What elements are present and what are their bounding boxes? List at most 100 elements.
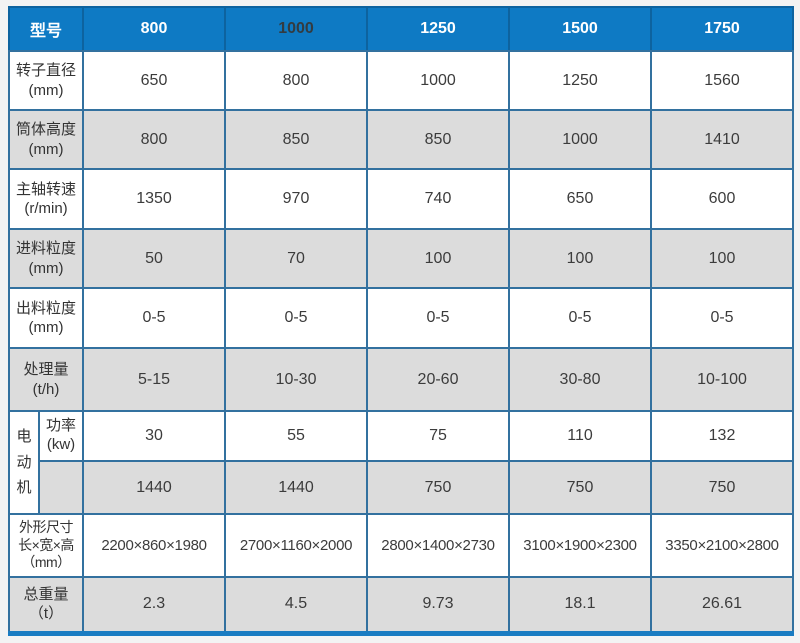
row-label-dimensions: 外形尺寸 长×宽×高 （mm） [7, 513, 85, 578]
dims-label-line2: 长×宽×高 [18, 536, 74, 553]
spec-cell: 100 [366, 228, 511, 289]
row-label-rotor-diameter: 转子直径 (mm) [7, 50, 85, 111]
row-spindle-speed: 主轴转速 (r/min) 1350 970 740 650 600 [7, 168, 795, 230]
row-label-discharge-size: 出料粒度 (mm) [7, 287, 85, 349]
row-capacity: 处理量 (t/h) 5-15 10-30 20-60 30-80 10-100 [7, 347, 795, 412]
row-label-unit: (mm) [28, 140, 64, 158]
spec-cell: 850 [224, 109, 369, 170]
row-body-height: 筒体高度 (mm) 800 850 850 1000 1410 [7, 109, 795, 170]
spec-cell: 800 [82, 109, 227, 170]
spec-cell: 600 [650, 168, 795, 230]
row-label-body-height: 筒体高度 (mm) [7, 109, 85, 170]
dims-label-line1: 外形尺寸 [19, 519, 74, 536]
row-label-text: 总重量 [23, 585, 69, 603]
motor-power-label-unit: (kw) [46, 436, 76, 453]
spec-cell: 2.3 [82, 576, 227, 634]
row-total-weight: 总重量 （t） 2.3 4.5 9.73 18.1 26.61 [7, 576, 795, 634]
spec-cell: 0-5 [82, 287, 227, 349]
spec-cell: 750 [366, 460, 511, 515]
spec-cell: 750 [650, 460, 795, 515]
spec-cell: 0-5 [508, 287, 653, 349]
spec-cell: 70 [224, 228, 369, 289]
row-rotor-diameter: 转子直径 (mm) 650 800 1000 1250 1560 [7, 50, 795, 111]
row-motor-power: 电动机 功率 (kw) 30 55 75 110 132 [8, 410, 795, 515]
model-header-1500: 1500 [508, 6, 653, 52]
spec-cell: 650 [82, 50, 227, 111]
header-row: 型号 800 1000 1250 1500 1750 [7, 6, 795, 52]
spec-cell: 2200×860×1980 [82, 513, 227, 578]
spec-cell: 970 [224, 168, 369, 230]
spec-cell: 740 [366, 168, 511, 230]
row-label-unit: (mm) [28, 81, 64, 99]
spec-cell: 100 [650, 228, 795, 289]
spec-cell: 30-80 [508, 347, 653, 412]
spec-cell: 3350×2100×2800 [650, 513, 795, 578]
row-label-unit: (t/h) [32, 380, 60, 398]
row-label-feed-size: 进料粒度 (mm) [7, 228, 85, 289]
row-discharge-size: 出料粒度 (mm) 0-5 0-5 0-5 0-5 0-5 [7, 287, 795, 349]
model-label-header: 型号 [7, 6, 85, 52]
spec-cell: 10-100 [650, 347, 795, 412]
model-header-1000: 1000 [224, 6, 369, 52]
spec-cell: 850 [366, 109, 511, 170]
row-label-unit: (mm) [28, 259, 64, 277]
spec-cell: 4.5 [224, 576, 369, 634]
spec-cell: 1000 [366, 50, 511, 111]
spec-cell: 0-5 [224, 287, 369, 349]
row-dimensions: 外形尺寸 长×宽×高 （mm） 2200×860×1980 2700×1160×… [7, 513, 795, 578]
spec-cell: 1440 [224, 460, 369, 515]
row-label-text: 出料粒度 [16, 299, 77, 317]
spec-cell: 132 [650, 410, 795, 462]
motor-speed-label-empty [37, 460, 85, 515]
spec-cell: 650 [508, 168, 653, 230]
row-label-text: 转子直径 [16, 62, 77, 79]
motor-power-label: 功率 (kw) [37, 410, 85, 462]
spec-cell: 2700×1160×2000 [224, 513, 369, 578]
spec-cell: 2800×1400×2730 [366, 513, 511, 578]
row-feed-size: 进料粒度 (mm) 50 70 100 100 100 [7, 228, 795, 289]
motor-power-label-text: 功率 [46, 417, 77, 435]
spec-cell: 110 [508, 410, 653, 462]
motor-label-text: 电动机 [16, 428, 32, 497]
spec-cell: 750 [508, 460, 653, 515]
spec-cell: 1250 [508, 50, 653, 111]
row-label-text: 主轴转速 [16, 180, 77, 198]
row-label-capacity: 处理量 (t/h) [7, 347, 85, 412]
spec-cell: 50 [82, 228, 227, 289]
row-label-text: 进料粒度 [16, 240, 77, 257]
spec-cell: 1560 [650, 50, 795, 111]
row-label-text: 筒体高度 [16, 121, 77, 138]
dims-label-line3: （mm） [21, 554, 71, 571]
row-label-unit: (mm) [28, 319, 64, 336]
row-label-total-weight: 总重量 （t） [7, 576, 85, 634]
row-label-spindle-speed: 主轴转速 (r/min) [7, 168, 85, 230]
spec-cell: 18.1 [508, 576, 653, 634]
spec-cell: 1000 [508, 109, 653, 170]
spec-cell: 5-15 [82, 347, 227, 412]
model-header-800: 800 [82, 6, 227, 52]
row-label-text: 处理量 [23, 361, 69, 378]
row-motor-speed: 1440 1440 750 750 750 [9, 460, 795, 515]
row-label-unit: （t） [28, 605, 64, 623]
motor-label-cell: 电动机 [8, 410, 40, 515]
spec-cell: 0-5 [366, 287, 511, 349]
model-header-1750: 1750 [650, 6, 795, 52]
spec-cell: 1440 [82, 460, 227, 515]
model-header-1250: 1250 [366, 6, 511, 52]
spec-cell: 1350 [82, 168, 227, 230]
spec-cell: 100 [508, 228, 653, 289]
spec-cell: 3100×1900×2300 [508, 513, 653, 578]
spec-cell: 9.73 [366, 576, 511, 634]
spec-cell: 75 [366, 410, 511, 462]
spec-cell: 20-60 [366, 347, 511, 412]
spec-cell: 800 [224, 50, 369, 111]
spec-cell: 30 [82, 410, 227, 462]
spec-table: 型号 800 1000 1250 1500 1750 转子直径 (mm) 650… [7, 6, 795, 636]
spec-cell: 0-5 [650, 287, 795, 349]
spec-cell: 1410 [650, 109, 795, 170]
row-label-unit: (r/min) [24, 200, 68, 217]
spec-cell: 10-30 [224, 347, 369, 412]
spec-cell: 55 [224, 410, 369, 462]
spec-cell: 26.61 [650, 576, 795, 634]
